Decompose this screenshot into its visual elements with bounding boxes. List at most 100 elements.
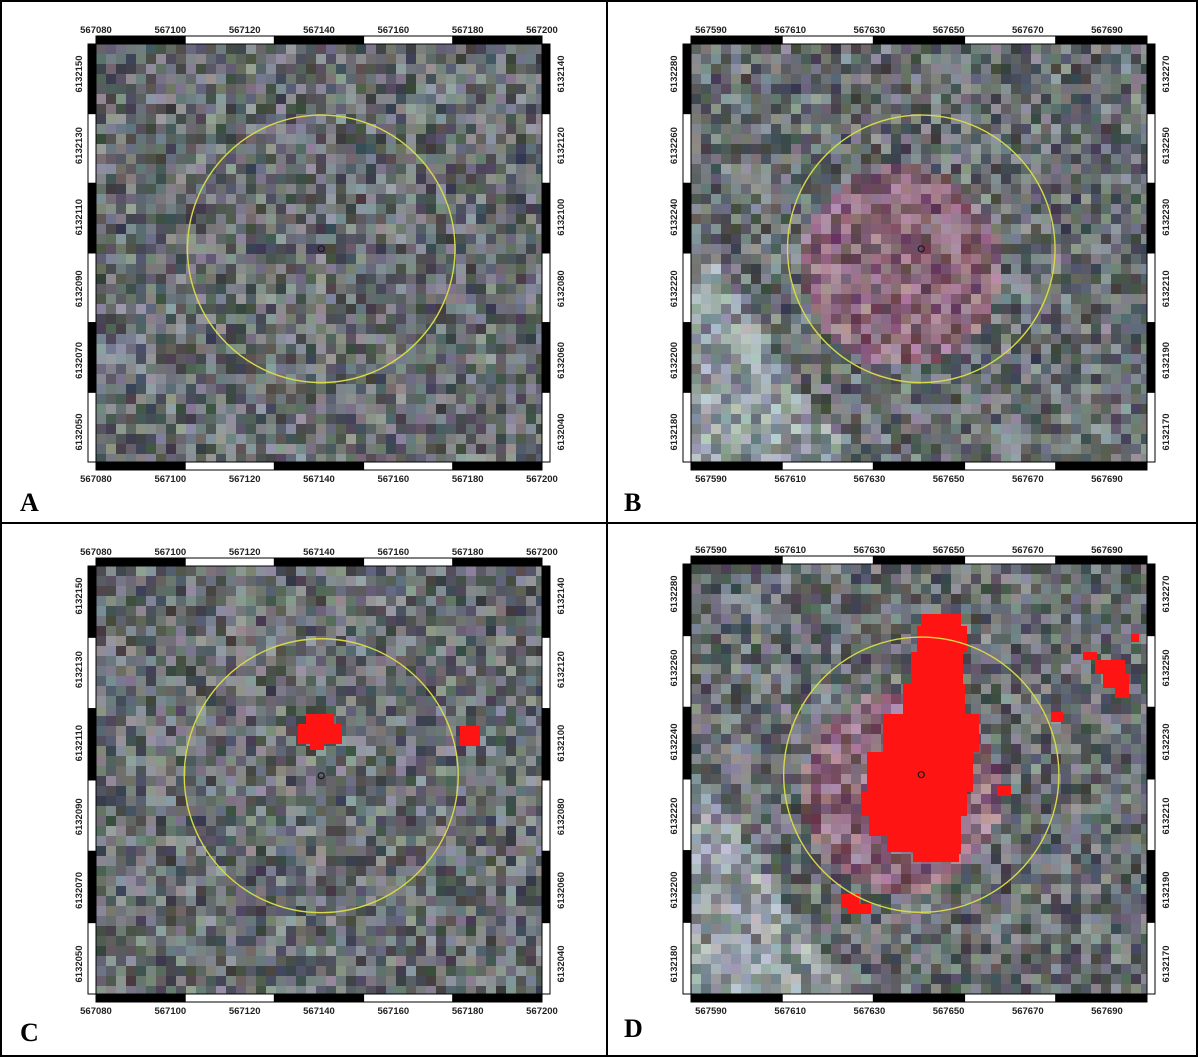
neatline-frame [87, 35, 551, 471]
grid-center-divider [606, 0, 608, 1057]
grid-right-border [1196, 0, 1198, 1057]
highlight-cells [298, 714, 480, 750]
panel-d: 567590 567610 567630 567650 567670 567690 5675… [655, 538, 1175, 1020]
x-bottom-tick-label: 567610 [774, 1006, 806, 1017]
y-right-tick-label: 6132210 [1161, 270, 1172, 307]
y-right-tick-label: 6132250 [1161, 650, 1172, 687]
y-left-tick-label: 6132260 [669, 650, 680, 687]
y-left-tick-label: 6132070 [74, 342, 85, 379]
x-top-tick-label: 567180 [452, 25, 484, 36]
y-right-tick-label: 6132060 [556, 342, 567, 379]
x-top-tick-label: 567200 [526, 25, 558, 36]
highlight-cell [861, 792, 967, 816]
highlight-cell [883, 714, 979, 752]
y-right-tick-label: 6132230 [1161, 724, 1172, 761]
highlight-cell [913, 852, 959, 862]
y-left-tick-label: 6132200 [669, 872, 680, 909]
panel-b: 567590 567610 567630 567650 567670 567690 5675… [655, 18, 1175, 488]
buffer-circle [782, 636, 1060, 914]
panel-label-b: B [624, 488, 642, 517]
y-left-tick-label: 6132180 [669, 946, 680, 983]
x-top-tick-label: 567630 [854, 25, 886, 36]
x-bottom-tick-label: 567670 [1012, 1006, 1044, 1017]
highlight-cell [1103, 674, 1129, 688]
x-top-tick-label: 567590 [695, 25, 727, 36]
y-right-tick-label: 6132040 [556, 946, 567, 983]
y-left-tick-label: 6132240 [669, 199, 680, 236]
map-b: 567590 567610 567630 567650 567670 567690 5675… [669, 25, 1172, 485]
center-point-marker [917, 245, 925, 253]
x-bottom-tick-label: 567100 [154, 1006, 186, 1017]
x-bottom-tick-label: 567670 [1012, 474, 1044, 485]
x-top-tick-label: 567670 [1012, 25, 1044, 36]
grid-middle-divider [0, 522, 1198, 524]
y-right-tick-label: 6132190 [1161, 342, 1172, 379]
y-left-tick-label: 6132150 [74, 578, 85, 615]
highlight-cell [869, 816, 961, 836]
x-top-tick-label: 567670 [1012, 545, 1044, 556]
x-bottom-tick-label: 567200 [526, 1006, 558, 1017]
grid-top-border [0, 0, 1198, 2]
panel-label-d: D [624, 1014, 643, 1043]
center-point-marker [917, 771, 925, 779]
y-left-tick-label: 6132070 [74, 872, 85, 909]
y-right-tick-label: 6132080 [556, 270, 567, 307]
x-top-tick-label: 567120 [229, 547, 261, 558]
x-top-tick-label: 567690 [1091, 25, 1123, 36]
buffer-circle [186, 114, 456, 384]
x-top-tick-label: 567590 [695, 545, 727, 556]
y-right-tick-label: 6132170 [1161, 946, 1172, 983]
x-top-tick-label: 567120 [229, 25, 261, 36]
highlight-cell [903, 684, 965, 714]
x-bottom-tick-label: 567610 [774, 474, 806, 485]
x-top-tick-label: 567140 [303, 25, 335, 36]
x-bottom-tick-label: 567100 [154, 474, 186, 485]
y-right-tick-label: 6132120 [556, 651, 567, 688]
x-bottom-tick-label: 567120 [229, 474, 261, 485]
map-a: 567080 567100 567120 567140 567160 567180 5672… [74, 25, 567, 485]
y-right-tick-label: 6132120 [556, 127, 567, 164]
neatline-frame [682, 35, 1156, 471]
y-right-tick-label: 6132080 [556, 798, 567, 835]
x-bottom-tick-label: 567140 [303, 474, 335, 485]
grid-left-border [0, 0, 2, 1057]
y-left-tick-label: 6132180 [669, 414, 680, 451]
center-point-marker [317, 772, 325, 780]
x-bottom-tick-label: 567590 [695, 1006, 727, 1017]
y-right-tick-label: 6132060 [556, 872, 567, 909]
x-top-tick-label: 567650 [933, 545, 965, 556]
x-bottom-tick-label: 567650 [933, 474, 965, 485]
map-texture [96, 566, 542, 994]
highlight-cell [1051, 712, 1063, 722]
center-point-marker [317, 245, 325, 253]
x-bottom-tick-label: 567160 [377, 474, 409, 485]
x-top-tick-label: 567160 [377, 25, 409, 36]
y-left-tick-label: 6132110 [74, 199, 85, 235]
y-left-tick-label: 6132090 [74, 798, 85, 835]
y-right-tick-label: 6132100 [556, 199, 567, 236]
x-bottom-tick-label: 567630 [854, 1006, 886, 1017]
x-bottom-tick-label: 567180 [452, 474, 484, 485]
y-right-tick-label: 6132100 [556, 725, 567, 762]
y-left-tick-label: 6132260 [669, 127, 680, 164]
panel-a: 567080 567100 567120 567140 567160 567180 5672… [60, 18, 570, 488]
buffer-circle [786, 114, 1056, 384]
y-left-tick-label: 6132280 [669, 576, 680, 613]
x-top-tick-label: 567160 [377, 547, 409, 558]
map-texture [691, 44, 1147, 462]
neatline-frame [682, 555, 1156, 1003]
x-bottom-tick-label: 567140 [303, 1006, 335, 1017]
panel-label-a: A [20, 488, 39, 517]
y-left-tick-label: 6132200 [669, 342, 680, 379]
highlight-cell [997, 786, 1011, 796]
highlight-cell [887, 836, 961, 852]
map-texture [96, 44, 542, 462]
x-bottom-tick-label: 567630 [854, 474, 886, 485]
x-bottom-tick-label: 567180 [452, 1006, 484, 1017]
highlight-cell [1131, 634, 1139, 642]
x-bottom-tick-label: 567080 [80, 1006, 112, 1017]
x-bottom-tick-label: 567690 [1091, 474, 1123, 485]
y-right-tick-label: 6132140 [556, 578, 567, 615]
y-left-tick-label: 6132110 [74, 725, 85, 761]
